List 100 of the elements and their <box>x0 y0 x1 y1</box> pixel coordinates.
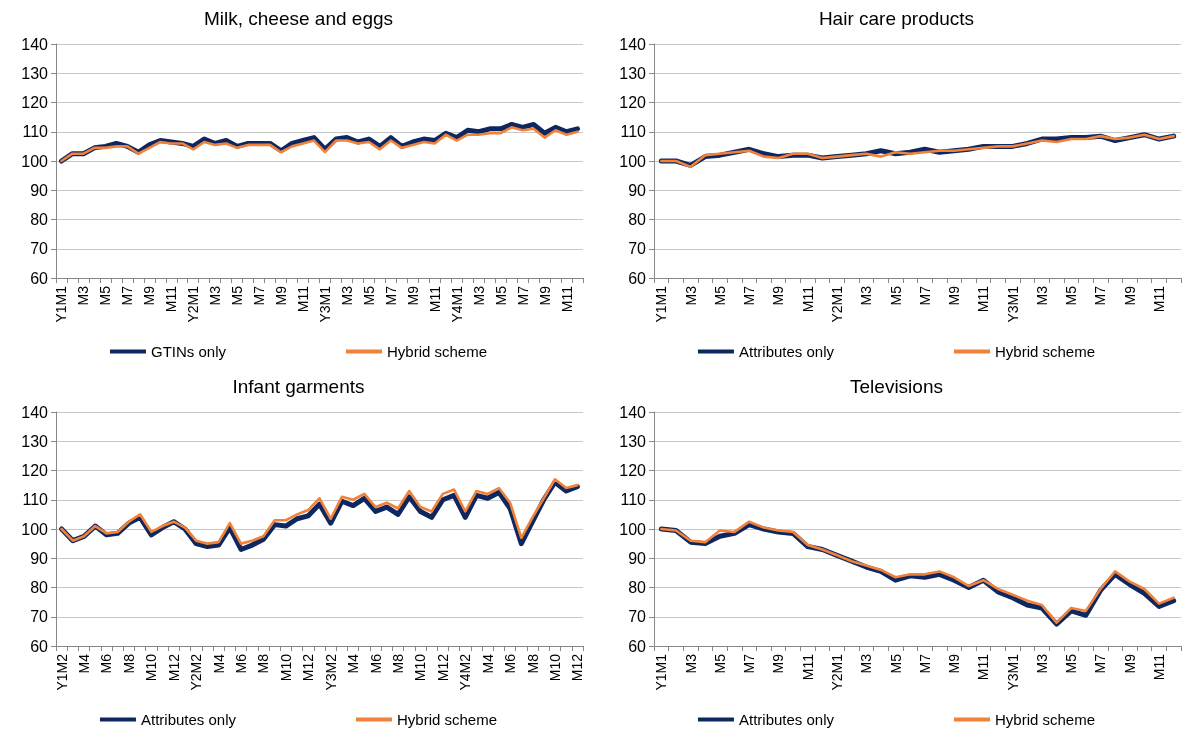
x-tick-label: M7 <box>1092 285 1109 306</box>
y-tick-label: 70 <box>30 240 49 258</box>
y-tick-label: 80 <box>30 211 49 228</box>
x-tick-label: M12 <box>569 653 586 682</box>
y-tick-label: 110 <box>22 491 49 509</box>
x-tick-label: M7 <box>382 285 399 306</box>
legend-label: Attributes only <box>738 711 835 728</box>
chart-title: Infant garments <box>232 376 365 397</box>
x-tick-label: M7 <box>514 285 531 306</box>
x-tick-label: M5 <box>97 285 114 306</box>
x-tick-label: Y1M1 <box>653 285 670 323</box>
legend-label: Hybrid scheme <box>397 711 498 728</box>
y-tick-label: 90 <box>628 181 647 199</box>
x-tick-label: M10 <box>546 653 563 682</box>
legend-label: Attributes only <box>140 711 237 728</box>
x-tick-label: M9 <box>1121 285 1138 306</box>
x-tick-label: M9 <box>141 285 158 306</box>
x-tick-label: M9 <box>770 653 787 674</box>
x-tick-label: Y3M1 <box>1004 653 1021 691</box>
y-tick-label: 90 <box>30 549 49 567</box>
x-tick-label: M7 <box>741 653 758 674</box>
x-tick-label: M5 <box>711 285 728 306</box>
x-tick-label: M11 <box>163 285 180 313</box>
x-tick-label: M8 <box>120 653 137 674</box>
x-tick-label: Y3M1 <box>316 285 333 323</box>
x-tick-label: M5 <box>360 285 377 306</box>
x-tick-label: M3 <box>1033 653 1050 674</box>
x-tick-label: M3 <box>858 653 875 674</box>
x-tick-label: M9 <box>1121 653 1138 674</box>
y-tick-label: 110 <box>620 491 647 509</box>
x-tick-label: M6 <box>367 653 384 674</box>
x-tick-label: M9 <box>946 653 963 674</box>
x-tick-label: M3 <box>682 653 699 674</box>
x-tick-label: Y2M2 <box>188 653 205 691</box>
x-tick-label: M3 <box>682 285 699 306</box>
x-tick-label: M8 <box>255 653 272 674</box>
x-tick-label: Y2M1 <box>185 285 202 323</box>
x-tick-label: Y1M1 <box>53 285 70 323</box>
x-tick-label: M11 <box>295 285 312 313</box>
x-tick-label: M11 <box>799 285 816 313</box>
y-tick-label: 120 <box>619 462 647 479</box>
x-tick-label: M10 <box>143 653 160 682</box>
legend-label: Hybrid scheme <box>386 343 488 360</box>
x-tick-label: M11 <box>1151 285 1168 313</box>
x-tick-label: M7 <box>916 653 933 674</box>
y-tick-label: 100 <box>21 152 49 170</box>
x-tick-label: M6 <box>98 653 115 674</box>
y-tick-label: 100 <box>619 152 647 170</box>
x-tick-label: M5 <box>711 653 728 674</box>
y-tick-label: 80 <box>30 579 49 596</box>
x-tick-label: M10 <box>277 653 294 682</box>
x-tick-label: M12 <box>165 653 182 682</box>
legend-label: Hybrid scheme <box>995 343 1096 360</box>
x-tick-label: Y4M1 <box>448 285 465 323</box>
legend-label: Hybrid scheme <box>995 711 1096 728</box>
x-tick-label: M4 <box>345 653 362 674</box>
y-tick-label: 100 <box>619 520 647 538</box>
y-tick-label: 120 <box>21 94 49 111</box>
x-tick-label: M4 <box>479 653 496 674</box>
x-tick-label: M11 <box>975 285 992 313</box>
x-tick-label: M6 <box>502 653 519 674</box>
chart-title: Milk, cheese and eggs <box>203 8 394 29</box>
x-tick-label: M3 <box>1033 285 1050 306</box>
y-tick-label: 60 <box>30 269 49 287</box>
x-tick-label: Y4M2 <box>457 653 474 691</box>
x-tick-label: M3 <box>75 285 92 306</box>
chart-title: Hair care products <box>818 8 975 29</box>
y-tick-label: 140 <box>21 35 49 53</box>
x-tick-label: M7 <box>916 285 933 306</box>
x-tick-label: M7 <box>741 285 758 306</box>
x-tick-label: M11 <box>799 653 816 681</box>
legend-label: Attributes only <box>738 343 835 360</box>
y-tick-label: 60 <box>628 637 647 655</box>
y-tick-label: 140 <box>21 403 49 421</box>
y-tick-label: 80 <box>628 579 647 596</box>
x-tick-label: M9 <box>946 285 963 306</box>
x-tick-label: M7 <box>1092 653 1109 674</box>
y-tick-label: 60 <box>628 269 647 287</box>
y-tick-label: 70 <box>628 608 647 626</box>
y-tick-label: 130 <box>21 432 49 450</box>
y-tick-label: 120 <box>21 462 49 479</box>
x-tick-label: M3 <box>207 285 224 306</box>
x-tick-label: M8 <box>389 653 406 674</box>
x-tick-label: Y3M2 <box>322 653 339 691</box>
y-tick-label: 90 <box>30 181 49 199</box>
x-tick-label: M4 <box>210 653 227 674</box>
y-tick-label: 110 <box>22 123 49 141</box>
x-tick-label: M9 <box>404 285 421 306</box>
x-tick-label: M4 <box>76 653 93 674</box>
x-tick-label: M9 <box>536 285 553 306</box>
x-tick-label: M7 <box>119 285 136 306</box>
x-tick-label: M5 <box>887 285 904 306</box>
x-tick-label: M5 <box>1063 653 1080 674</box>
chart-title: Televisions <box>850 376 943 397</box>
x-tick-label: M11 <box>426 285 443 313</box>
x-tick-label: M3 <box>470 285 487 306</box>
y-tick-label: 120 <box>619 94 647 111</box>
y-tick-label: 80 <box>628 211 647 228</box>
x-tick-label: M5 <box>887 653 904 674</box>
y-tick-label: 70 <box>30 608 49 626</box>
